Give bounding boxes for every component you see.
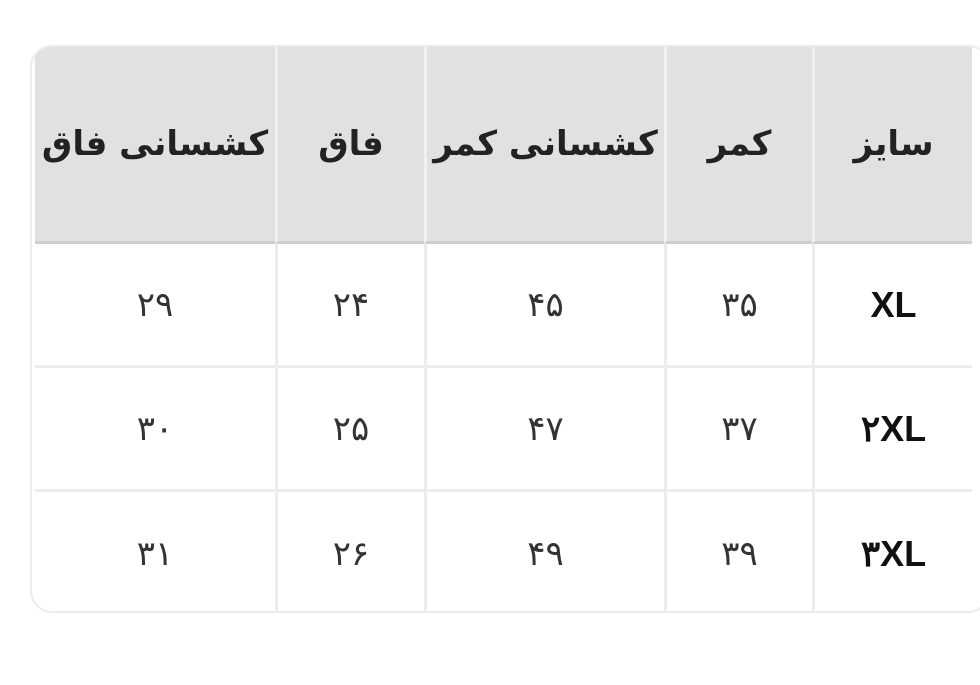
cell-waist: ۳۹ bbox=[664, 492, 812, 611]
cell-rise: ۲۴ bbox=[275, 244, 424, 368]
cell-rise: ۲۶ bbox=[275, 492, 424, 611]
cell-rise-stretch: ۳۱ bbox=[136, 533, 174, 574]
header-waist-stretch: کشسانی کمر bbox=[424, 47, 664, 244]
cell-waist-stretch: ۴۵ bbox=[424, 244, 664, 368]
cell-rise-stretch: ۲۹ bbox=[35, 244, 275, 368]
cell-size: ۲XL bbox=[812, 368, 972, 492]
size-chart-table: سایز کمر کشسانی کمر فاق کشسانی فاق XL ۳۵ ۴۵ ۲۴ ۲۹… bbox=[30, 45, 980, 613]
header-waist: کمر bbox=[664, 47, 812, 244]
header-size: سایز bbox=[812, 47, 972, 244]
size-chart-grid: سایز کمر کشسانی کمر فاق کشسانی فاق XL ۳۵ ۴۵ ۲۴ ۲۹… bbox=[32, 47, 972, 611]
cell-rise: ۲۵ bbox=[275, 368, 424, 492]
cell-waist: ۳۵ bbox=[664, 244, 812, 368]
cell-size: XL bbox=[812, 244, 972, 368]
cell-waist-stretch: ۴۷ bbox=[424, 368, 664, 492]
header-rise: فاق bbox=[275, 47, 424, 244]
cell-waist: ۳۷ bbox=[664, 368, 812, 492]
cell-waist-stretch: ۴۹ bbox=[424, 492, 664, 611]
cell-rise-stretch: ۳۰ bbox=[35, 368, 275, 492]
header-rise-stretch: کشسانی فاق bbox=[35, 47, 275, 244]
cell-size: ۳XL bbox=[812, 492, 972, 611]
